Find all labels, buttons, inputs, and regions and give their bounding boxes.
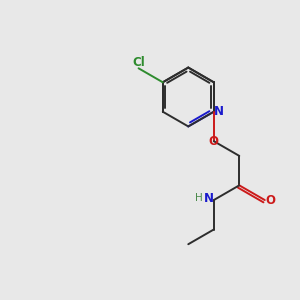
Text: O: O bbox=[209, 135, 219, 148]
Text: N: N bbox=[204, 192, 214, 205]
Text: N: N bbox=[214, 105, 224, 118]
Text: O: O bbox=[265, 194, 275, 207]
Text: Cl: Cl bbox=[132, 56, 145, 70]
Text: H: H bbox=[195, 193, 202, 203]
